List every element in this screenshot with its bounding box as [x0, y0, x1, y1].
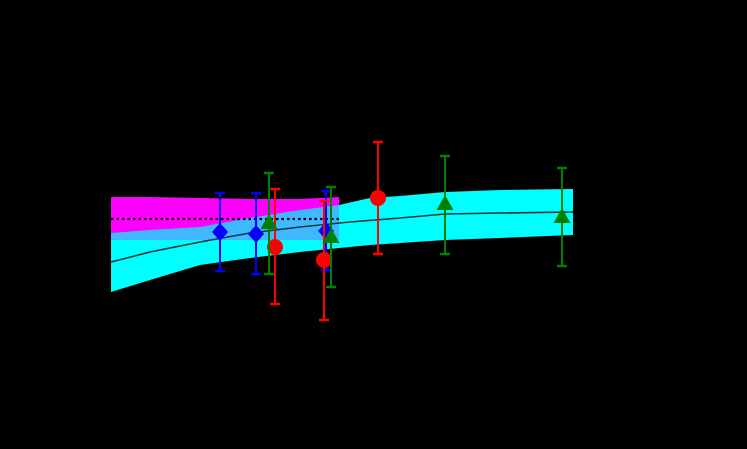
- circle-marker: [267, 239, 283, 255]
- data-point: [553, 166, 571, 268]
- triangle-marker: [260, 214, 278, 229]
- data-point: [248, 191, 264, 276]
- triangle-marker: [322, 228, 340, 243]
- circle-marker: [370, 190, 386, 206]
- triangle-marker: [553, 208, 571, 223]
- cyan-band: [111, 189, 573, 292]
- red-circles: [267, 140, 386, 322]
- data-point: [316, 199, 332, 322]
- data-point: [322, 185, 340, 289]
- data-point: [260, 171, 278, 276]
- diamond-marker: [212, 223, 228, 241]
- data-point: [370, 140, 386, 256]
- triangle-marker: [436, 195, 454, 210]
- data-point: [212, 191, 228, 273]
- data-point: [436, 154, 454, 256]
- green-triangles: [260, 154, 571, 289]
- diamond-marker: [248, 225, 264, 243]
- data-series: [212, 140, 571, 322]
- data-point: [267, 187, 283, 306]
- circle-marker: [316, 252, 332, 268]
